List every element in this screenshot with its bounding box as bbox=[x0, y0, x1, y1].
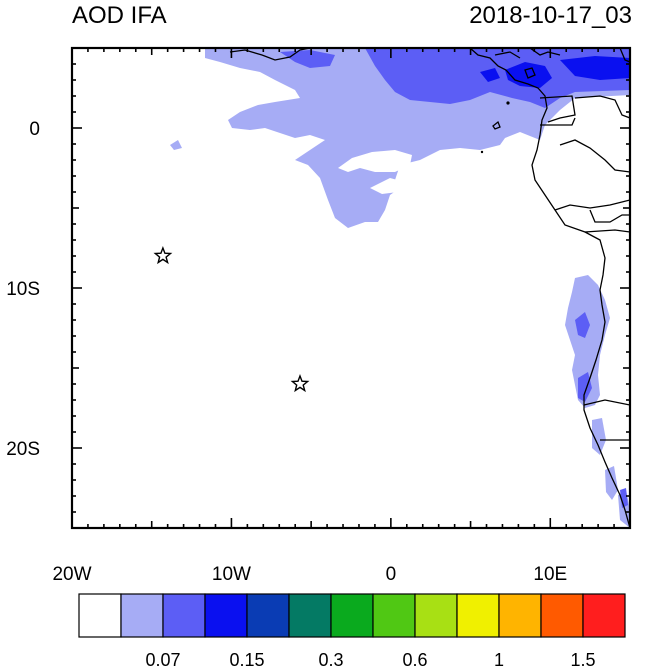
colorbar-label: 0.07 bbox=[145, 650, 180, 667]
colorbar-swatch bbox=[372, 593, 416, 638]
x-tick-label: 0 bbox=[386, 564, 397, 585]
colorbar-label: 0.3 bbox=[318, 650, 343, 667]
x-axis-labels: 20W 10W 0 10E bbox=[52, 564, 567, 585]
colorbar-swatch bbox=[288, 593, 332, 638]
map-title: AOD IFA bbox=[72, 2, 167, 29]
aod-region-light-south bbox=[565, 275, 610, 408]
station-star-marker bbox=[290, 374, 310, 393]
map-timestamp: 2018-10-17_03 bbox=[469, 2, 632, 29]
colorbar-label: 0.15 bbox=[229, 650, 264, 667]
colorbar-label: 1.5 bbox=[570, 650, 595, 667]
x-tick-label: 10W bbox=[212, 564, 251, 585]
colorbar-swatch bbox=[162, 593, 206, 638]
colorbar-swatch bbox=[330, 593, 374, 638]
colorbar-swatch bbox=[582, 593, 626, 638]
colorbar-swatch bbox=[456, 593, 500, 638]
colorbar-swatch bbox=[246, 593, 290, 638]
aod-region-dark-north bbox=[505, 62, 552, 88]
colorbar-swatch bbox=[498, 593, 542, 638]
y-tick-label: 0 bbox=[29, 119, 40, 140]
y-tick-label: 10S bbox=[6, 279, 40, 300]
colorbar-swatch bbox=[204, 593, 248, 638]
colorbar-label: 1 bbox=[494, 650, 504, 667]
colorbar-swatch bbox=[120, 593, 164, 638]
colorbar-labels: 0.07 0.15 0.3 0.6 1 1.5 bbox=[145, 650, 595, 667]
station-markers bbox=[153, 246, 310, 393]
colorbar bbox=[78, 593, 626, 638]
colorbar-swatch bbox=[540, 593, 584, 638]
x-tick-label: 20W bbox=[52, 564, 91, 585]
aod-shading bbox=[170, 48, 630, 528]
colorbar-swatch bbox=[414, 593, 458, 638]
x-tick-label: 10E bbox=[533, 564, 567, 585]
y-tick-label: 20S bbox=[6, 439, 40, 460]
coastline bbox=[229, 48, 630, 528]
colorbar-label: 0.6 bbox=[402, 650, 427, 667]
station-star-marker bbox=[153, 246, 173, 265]
y-axis-labels: 0 10S 20S bbox=[6, 119, 40, 460]
colorbar-swatch bbox=[78, 593, 122, 638]
axis-ticks bbox=[71, 47, 631, 529]
